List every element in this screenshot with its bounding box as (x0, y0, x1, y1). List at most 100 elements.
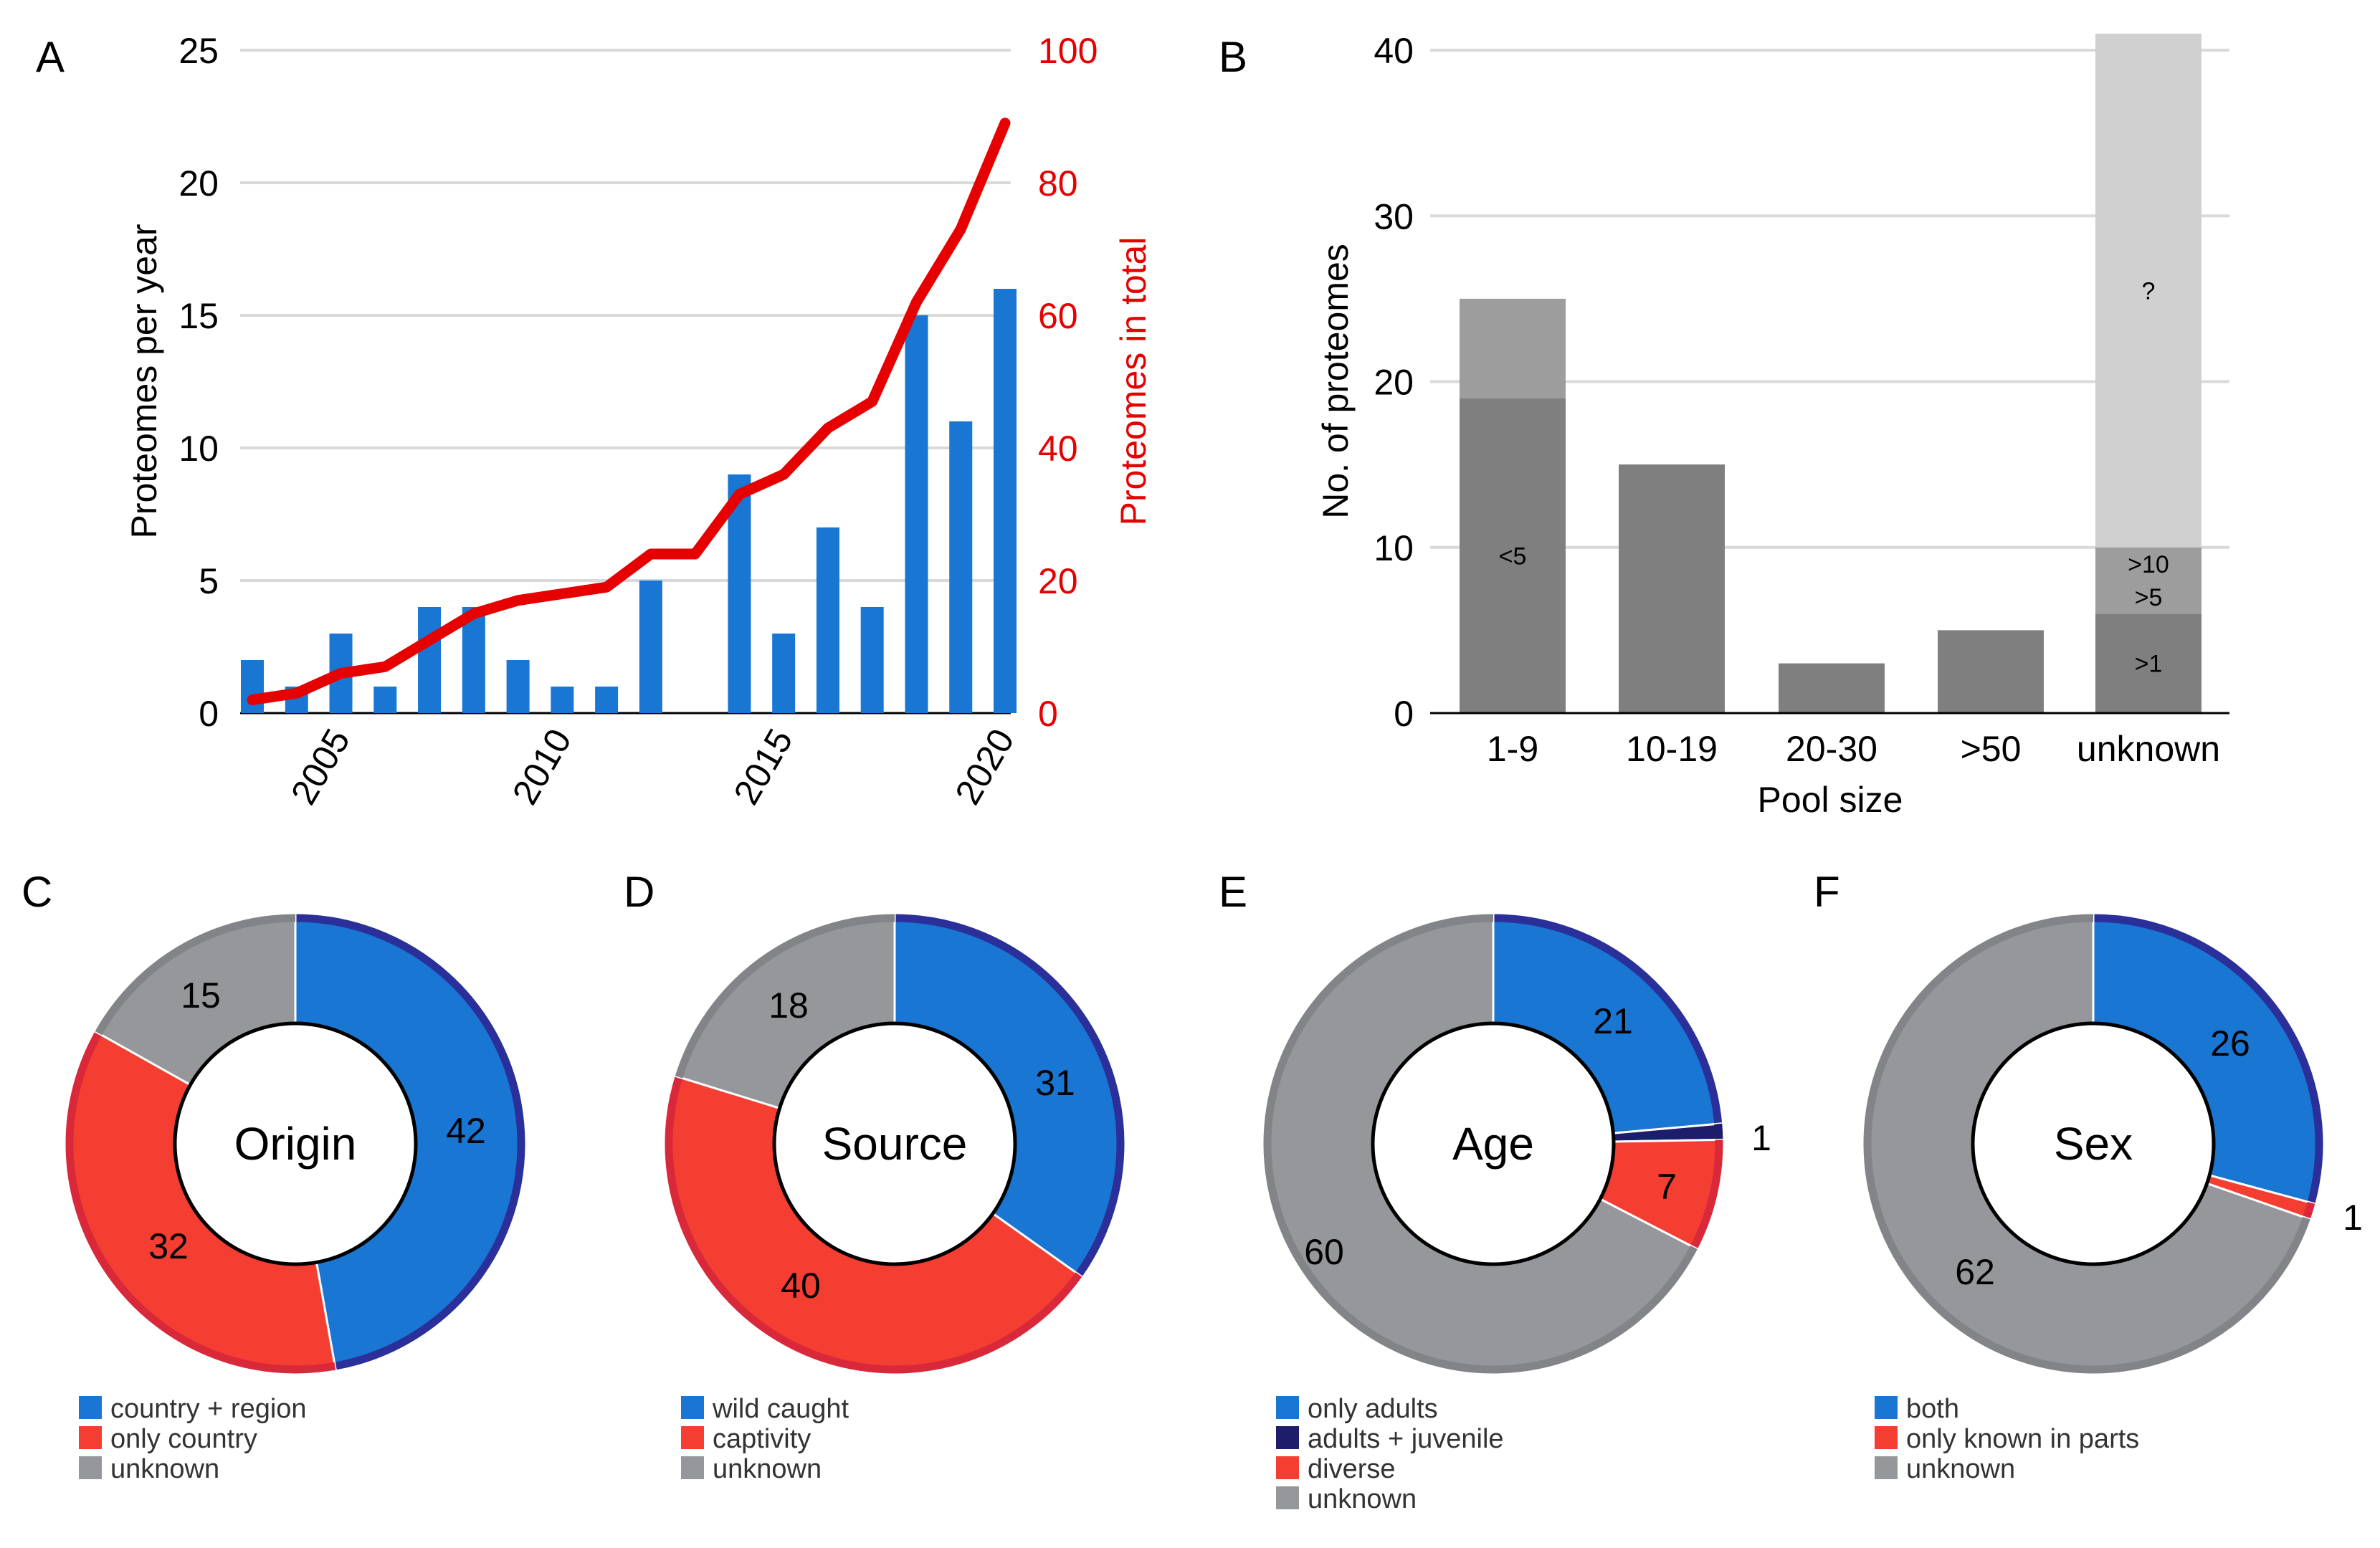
slice-edge (2303, 1201, 2315, 1220)
bar-segment-unknown (2095, 580, 2202, 614)
y-tick-label: 20 (1374, 363, 1414, 403)
legend-label: only country (110, 1424, 257, 1454)
y-tick-label: 10 (1374, 528, 1414, 568)
bar-segment-1-9 (1460, 398, 1566, 713)
panel-letter-b: B (1219, 33, 1247, 81)
legend-label: captivity (713, 1424, 811, 1454)
legend-label: unknown (1906, 1454, 2015, 1484)
x-tick-label: >50 (1961, 729, 2022, 769)
legend-swatch (681, 1426, 704, 1449)
segment-label: <5 (1499, 543, 1527, 570)
slice-edge (1690, 1140, 1723, 1250)
legend-swatch (681, 1456, 704, 1479)
y-tick-label: 25 (178, 31, 219, 71)
bar-2006 (373, 687, 397, 713)
legend-label: unknown (713, 1454, 822, 1484)
panel-d: D (624, 868, 654, 916)
legend-swatch (1276, 1396, 1299, 1419)
chart-b: 0 10 20 30 40 <5 >1 >5 >10? 1-9 10-19 20-30 >50 unkno… (1315, 31, 2229, 820)
slice-edge (665, 1076, 1082, 1374)
cumulative-line (247, 118, 1011, 705)
x-tick-label: 20-30 (1786, 729, 1877, 769)
legend-swatch (1875, 1456, 1898, 1479)
panel-letter-c: C (22, 868, 52, 916)
bar-segment-10-19 (1619, 464, 1725, 713)
bar-2016 (816, 527, 839, 713)
bar-2019 (949, 421, 973, 713)
slice-edge (1863, 914, 2310, 1374)
slice-value-label: 31 (1035, 1063, 1075, 1103)
slice-edge (295, 914, 525, 1370)
slice-value-label: 7 (1657, 1167, 1677, 1207)
legend-swatch (681, 1396, 704, 1419)
y2-tick-label: 20 (1038, 561, 1078, 601)
y-tick-label: 5 (199, 561, 219, 601)
x-tick-label: 10-19 (1626, 729, 1718, 769)
legend-swatch (1875, 1426, 1898, 1449)
x-tick-label: unknown (2077, 729, 2220, 769)
slice-edge (1263, 914, 1698, 1374)
slice-value-label: 1 (1751, 1118, 1771, 1158)
y-axis-title: No. of proteomes (1315, 244, 1356, 519)
slice-edge (675, 914, 895, 1079)
legend-swatch (79, 1456, 102, 1479)
bar-segment-unknown (2095, 547, 2202, 580)
y-tick-label: 40 (1374, 31, 1414, 71)
panel-letter-d: D (624, 868, 654, 916)
y-tick-label: 30 (1374, 196, 1414, 236)
legend-label: country + region (110, 1394, 307, 1424)
slice-edge (1714, 1123, 1723, 1140)
x-tick-label: 2005 (283, 722, 358, 811)
bar-segment-unknown (2095, 33, 2202, 548)
donut-hole (1971, 1021, 2216, 1266)
slice-value-label: 42 (446, 1111, 486, 1151)
legend-swatch (1276, 1486, 1299, 1509)
x-tick-label: 2015 (726, 722, 801, 811)
bar-2014 (728, 474, 751, 713)
donut-title: Age (1452, 1118, 1534, 1170)
bar-2007 (418, 607, 442, 713)
legend-label: unknown (110, 1454, 219, 1484)
slice-value-label: 21 (1593, 1001, 1633, 1041)
bar-2009 (506, 660, 530, 713)
y2-tick-label: 100 (1038, 31, 1098, 71)
bar-2018 (905, 315, 928, 713)
y-tick-label: 10 (178, 429, 219, 469)
slice-value-label: 32 (148, 1226, 189, 1266)
slice-value-label: 60 (1304, 1232, 1344, 1272)
panel-c: C (22, 868, 52, 916)
slice-edge (894, 914, 1125, 1277)
donut-title: Origin (234, 1118, 357, 1170)
legend-swatch (79, 1396, 102, 1419)
panel-letter-f: F (1814, 868, 1840, 916)
y2-axis-title: Proteomes in total (1113, 237, 1153, 526)
x-axis-title: Pool size (1758, 780, 1903, 820)
bar-segment->50 (1938, 630, 2044, 713)
panel-b: B (1219, 33, 1247, 81)
legend-label: only known in parts (1906, 1424, 2139, 1454)
slice-value-label: 18 (768, 985, 809, 1026)
segment-label: >1 (2135, 651, 2163, 678)
bar-segment-unknown (2095, 613, 2202, 713)
y-axis-title: Proteomes per year (124, 224, 164, 538)
y-tick-label: 15 (178, 296, 219, 336)
segment-label: ? (2142, 277, 2156, 305)
y-tick-label: 0 (199, 694, 219, 734)
bar-2020 (994, 289, 1017, 713)
x-tick-label: 2020 (947, 722, 1022, 811)
x-tick-label: 2010 (505, 722, 579, 811)
slice-edge (2093, 914, 2323, 1204)
y2-tick-label: 40 (1038, 429, 1078, 469)
donut-title: Sex (2054, 1118, 2133, 1170)
bar-segment-20-30 (1779, 663, 1885, 713)
y2-tick-label: 80 (1038, 163, 1078, 204)
y-tick-label: 20 (178, 163, 219, 204)
donut-hole (1371, 1021, 1616, 1266)
legend-label: wild caught (712, 1394, 849, 1424)
legend-label: unknown (1308, 1484, 1417, 1514)
